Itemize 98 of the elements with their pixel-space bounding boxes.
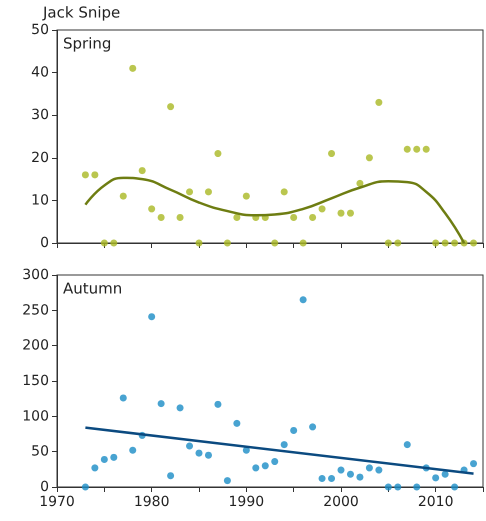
point xyxy=(158,400,165,408)
point xyxy=(290,214,298,221)
y-tick-label: 10 xyxy=(31,192,49,208)
point xyxy=(176,214,184,221)
point xyxy=(404,146,411,153)
point xyxy=(196,240,202,246)
point xyxy=(186,188,194,196)
point xyxy=(300,296,307,304)
point xyxy=(271,240,278,246)
point xyxy=(346,470,354,478)
point xyxy=(300,240,307,246)
point xyxy=(366,464,373,472)
annotation: Spring xyxy=(63,34,112,52)
y-tick-label: 250 xyxy=(22,302,49,318)
point xyxy=(196,450,202,457)
point xyxy=(138,167,146,174)
point xyxy=(91,464,98,472)
point xyxy=(100,240,108,246)
point xyxy=(148,205,156,212)
point xyxy=(442,240,449,246)
y-tick-label: 30 xyxy=(31,107,49,124)
point xyxy=(375,98,382,106)
point xyxy=(451,240,458,246)
point xyxy=(346,210,354,217)
point xyxy=(120,394,127,402)
point xyxy=(110,454,118,461)
point xyxy=(470,240,478,246)
point xyxy=(204,188,212,196)
x-tick-label: 1980 xyxy=(134,494,170,510)
point xyxy=(167,472,174,480)
point xyxy=(204,452,212,459)
point xyxy=(233,214,240,221)
point xyxy=(394,484,402,490)
y-tick-label: 300 xyxy=(22,267,49,283)
point xyxy=(375,466,382,474)
y-tick-label: 50 xyxy=(31,444,49,460)
point xyxy=(129,64,136,72)
point xyxy=(167,103,174,110)
point xyxy=(148,313,156,320)
point xyxy=(404,441,411,448)
point xyxy=(394,240,402,246)
point xyxy=(338,466,344,474)
point xyxy=(384,484,392,490)
point xyxy=(442,470,449,478)
point xyxy=(262,462,269,470)
point xyxy=(233,420,240,427)
point xyxy=(129,446,136,454)
point xyxy=(82,484,89,490)
point xyxy=(224,240,231,246)
point xyxy=(422,146,430,153)
y-tick-label: 0 xyxy=(40,235,49,251)
point xyxy=(82,171,89,178)
point xyxy=(328,475,336,482)
point xyxy=(176,404,184,412)
point xyxy=(328,150,336,158)
point xyxy=(309,214,316,221)
point xyxy=(271,458,278,466)
point xyxy=(318,205,326,212)
point xyxy=(214,400,222,408)
point xyxy=(214,150,222,158)
y-tick-label: 100 xyxy=(22,408,49,424)
point xyxy=(120,192,127,200)
point xyxy=(100,456,108,463)
annotation: Autumn xyxy=(63,280,122,298)
point xyxy=(470,460,478,468)
point xyxy=(290,426,298,434)
point xyxy=(158,214,165,221)
y-tick-label: 50 xyxy=(31,22,49,38)
y-tick-label: 150 xyxy=(22,373,49,389)
y-tick-label: 200 xyxy=(22,338,49,354)
point xyxy=(309,423,316,430)
point xyxy=(432,474,440,482)
point xyxy=(366,154,373,162)
point xyxy=(413,484,420,490)
x-tick-label: 1990 xyxy=(228,494,264,510)
point xyxy=(338,210,344,217)
y-tick-label: 20 xyxy=(31,150,49,166)
point xyxy=(242,192,250,200)
point xyxy=(318,475,326,482)
chart-title: Jack Snipe xyxy=(42,4,120,22)
y-tick-label: 40 xyxy=(31,64,49,81)
point xyxy=(280,188,288,196)
point xyxy=(224,477,231,484)
y-tick-label: 0 xyxy=(40,479,49,495)
point xyxy=(432,240,440,246)
point xyxy=(110,240,118,246)
x-tick-label: 2010 xyxy=(418,494,454,510)
point xyxy=(413,146,420,153)
point xyxy=(186,442,194,450)
point xyxy=(252,464,260,472)
point xyxy=(356,180,364,187)
x-tick-label: 1970 xyxy=(39,494,75,510)
point xyxy=(356,474,364,481)
point xyxy=(451,484,458,490)
point xyxy=(384,240,392,246)
x-tick-label: 2000 xyxy=(323,494,359,510)
point xyxy=(91,171,98,178)
point xyxy=(280,441,288,448)
